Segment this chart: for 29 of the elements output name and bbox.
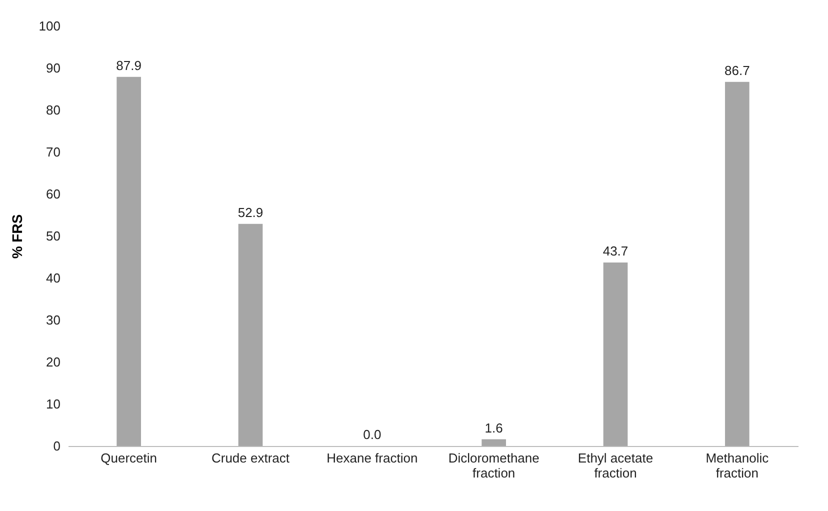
y-tick-label: 50 — [46, 228, 60, 244]
y-axis-title: % FRS — [8, 214, 25, 259]
y-tick-label: 80 — [46, 102, 60, 118]
y-tick-label: 10 — [46, 396, 60, 412]
x-tick-label: Hexane fraction — [326, 450, 418, 466]
y-tick-label: 60 — [46, 186, 60, 202]
y-tick-label: 70 — [46, 144, 60, 160]
y-tick-label: 0 — [53, 438, 60, 454]
data-label: 0.0 — [363, 427, 382, 442]
data-label: 87.9 — [116, 58, 142, 73]
bar — [238, 224, 263, 446]
data-label: 86.7 — [724, 62, 750, 78]
bar — [116, 76, 141, 446]
x-tick-label: Ethyl acetate fraction — [578, 450, 654, 480]
x-tick-label: Dicloromethane fraction — [448, 450, 540, 480]
x-tick-label: Crude extract — [211, 450, 290, 466]
bar — [603, 262, 628, 446]
data-label: 1.6 — [484, 420, 503, 436]
bar — [725, 82, 750, 446]
y-tick-label: 30 — [46, 312, 60, 328]
y-tick-label: 90 — [46, 60, 60, 76]
y-tick-label: 20 — [46, 354, 60, 370]
data-label: 43.7 — [602, 243, 628, 258]
y-tick-label: 40 — [46, 270, 60, 286]
data-label: 52.9 — [238, 204, 264, 220]
x-tick-label: Quercetin — [100, 450, 158, 466]
y-tick-label: 100 — [38, 18, 60, 34]
bar — [482, 439, 506, 446]
x-tick-label: Methanolic fraction — [706, 450, 770, 480]
